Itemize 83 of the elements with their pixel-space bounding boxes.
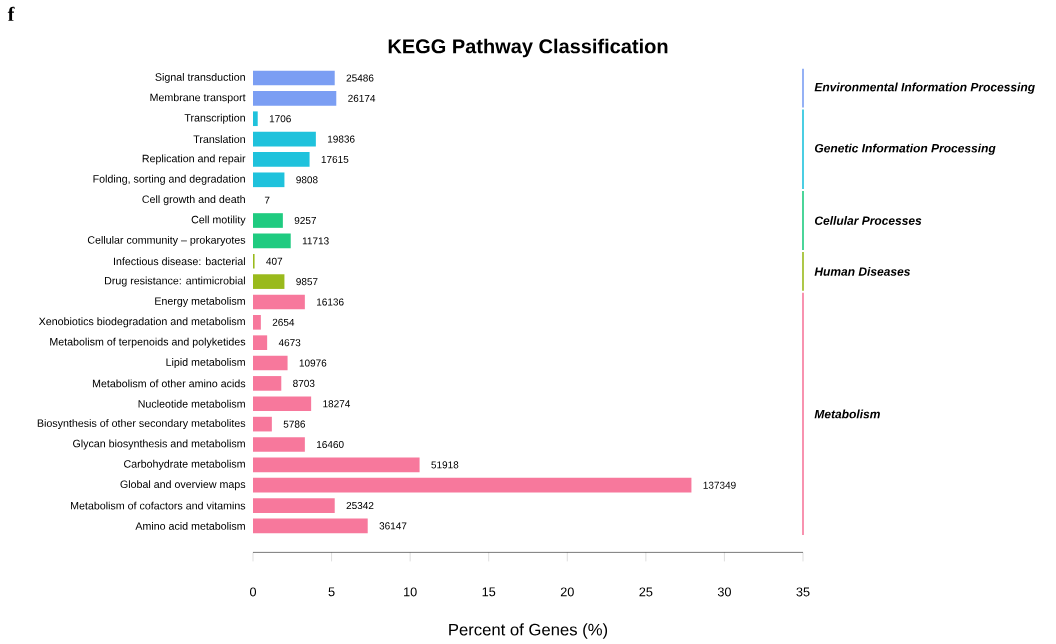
y-tick-label: Cell growth and death [142,195,245,206]
x-tick-label: 35 [796,587,810,597]
annotation: 17615 [321,155,349,163]
annotation: 16460 [316,440,344,449]
y-tick-label: Nucleotide metabolism [138,399,245,408]
y-tick-label: Transcription [184,113,245,124]
annotation: 9857 [296,278,318,286]
x-axis-title: Percent of Genes (%) [449,623,608,639]
y-tick-label: Amino acid metabolism [135,521,245,530]
text: Human Diseases [814,267,910,276]
chart-title: KEGG Pathway Classification [388,38,668,58]
bar [253,376,282,391]
annotation: 1706 [269,115,291,123]
y-tick-label: Cellular community – prokaryotes [87,235,246,246]
text: Genetic Information Processing [814,143,996,155]
x-tick-label: 25 [639,587,653,597]
x-tick-label: 20 [560,587,574,597]
y-tick-label: Glycan biosynthesis and metabolism [73,439,245,450]
annotation: 407 [266,257,283,265]
bar [253,498,335,513]
x-tick-label: 10 [404,587,417,597]
bar [253,274,285,289]
bar [253,294,305,310]
y-tick-label: Metabolism of terpenoids and polyketides [50,337,246,348]
bar [253,396,312,412]
bar [253,131,316,147]
y-tick-label: Metabolism of cofactors and vitamins [71,501,246,510]
annotation: 25342 [346,502,374,510]
x-tick-label: 15 [482,587,496,597]
y-tick-label: Folding, sorting and degradation [93,174,245,185]
text: f [7,6,15,21]
bar [253,437,305,452]
annotation: 9257 [294,216,316,225]
annotation: 4673 [278,339,301,347]
y-tick-label: Translation [193,135,245,143]
text: Metabolism [814,409,880,419]
annotation: 8703 [293,379,315,387]
bar [253,314,261,330]
y-tick-label: Global and overview maps [120,480,246,491]
annotation: 19836 [327,135,355,143]
bar [253,355,288,371]
annotation: 5786 [283,420,306,428]
annotation: 7 [264,196,270,204]
x-tick-label: 30 [717,587,731,597]
y-tick-label: Cell motility [191,215,246,226]
x-tick-label: 0 [249,587,257,597]
y-tick-label: Biosynthesis of other secondary metabolites [37,419,246,430]
bar [253,70,335,86]
annotation: 25486 [346,74,374,82]
bar [253,172,285,188]
bar [253,477,692,493]
annotation: 36147 [379,522,407,530]
annotation: 18274 [323,400,351,408]
text: Cellular Processes [814,216,922,225]
annotation: 26174 [348,94,376,102]
bar [253,233,291,249]
annotation: 9808 [296,176,318,184]
y-tick-label: Replication and repair [142,154,246,165]
y-tick-label: Xenobiotics biodegradation and metabolism [38,317,245,328]
x-tick-label: 5 [328,587,335,597]
bar [253,416,272,432]
annotation: 2654 [272,318,295,326]
annotation: 11713 [302,237,329,245]
bar [253,91,337,106]
text: Environmental Information Processing [814,82,1035,94]
y-tick-label: Membrane transport [150,93,246,104]
y-tick-label: Carbohydrate metabolism [124,459,245,470]
bar [253,213,283,228]
annotation: 10976 [299,359,327,367]
annotation: 51918 [431,461,459,469]
bar [253,457,420,473]
y-tick-label: Drug resistance: antimicrobial [105,276,245,287]
annotation: 137349 [703,481,736,489]
bar [253,111,258,127]
y-tick-label: Energy metabolism [155,296,245,307]
y-tick-label: Lipid metabolism [166,358,245,369]
y-tick-label: Infectious disease: bacterial [113,257,245,266]
y-tick-label: Signal transduction [155,73,245,83]
bar [253,335,268,351]
annotation: 16136 [316,298,344,306]
bar [253,518,368,534]
bar [253,152,310,167]
y-tick-label: Metabolism of other amino acids [92,379,246,388]
